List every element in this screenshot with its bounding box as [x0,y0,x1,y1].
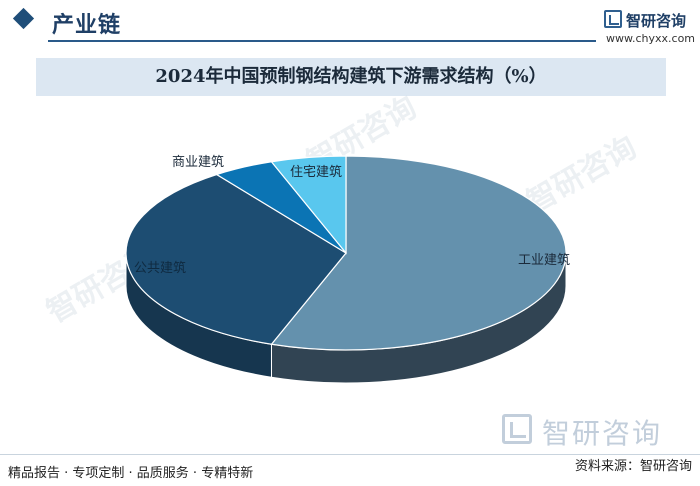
watermark-logo-text: 智研咨询 [542,417,663,450]
chart-title: 2024年中国预制钢结构建筑下游需求结构（%） [155,66,547,87]
pie-tops [125,155,567,351]
header: 产业链 智研咨询 www.chyxx.com [0,0,700,48]
slice-label: 商业建筑 [172,154,224,170]
watermark-logo-icon [502,414,532,444]
footer-source: 资料来源：智研咨询 [574,459,692,474]
slice-3 [270,155,347,255]
logo-name: 智研咨询 [626,12,687,30]
logo-icon [604,10,622,28]
brand-logo: 智研咨询 www.chyxx.com [604,10,696,46]
slice-label: 工业建筑 [518,252,570,268]
logo-url: www.chyxx.com [606,32,696,45]
page-title: 产业链 [52,13,122,38]
footer-slogan: 精品报告 · 专项定制 · 品质服务 · 专精特新 [8,466,254,481]
slice-0 [270,155,567,351]
footer-divider [0,454,700,455]
slice-label: 公共建筑 [134,260,186,276]
slice-1 [125,173,347,345]
chart-title-banner: 2024年中国预制钢结构建筑下游需求结构（%） [36,58,666,96]
slice-label: 住宅建筑 [290,164,342,180]
header-divider [48,40,596,42]
diamond-icon [12,7,35,30]
